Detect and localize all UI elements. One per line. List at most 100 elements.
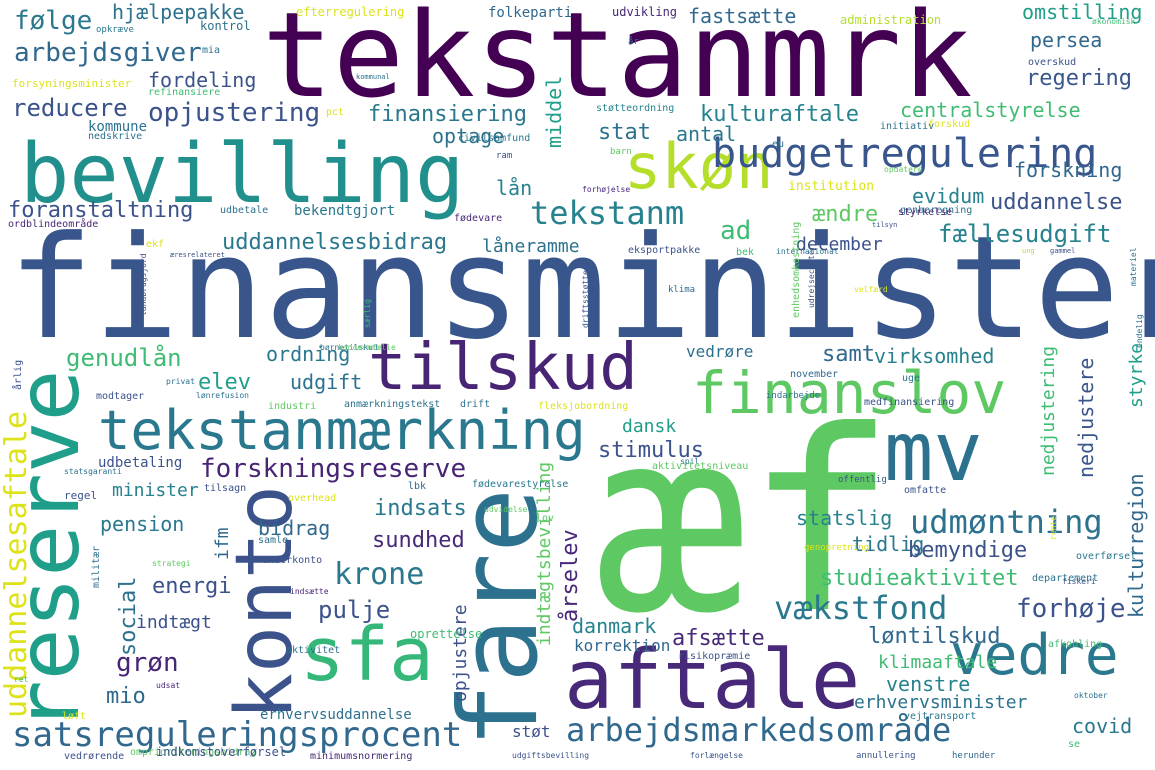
word-small: tilsagn (204, 483, 247, 494)
word-small: statsgaranti (64, 467, 122, 476)
word-small: forsyningsminister (12, 77, 132, 90)
word-indtaegt: indtægt (136, 612, 212, 633)
word-nedjustering: nedjustering (1038, 345, 1059, 476)
word-sundhed: sundhed (372, 528, 465, 553)
word-nedjustere: nedjustere (1074, 357, 1098, 478)
word-vedrore: vedrøre (686, 342, 754, 361)
word-indsats: indsats (374, 496, 467, 521)
word-klimaaftale: klimaaftale (878, 652, 998, 673)
word-small: lbk (408, 481, 427, 492)
word-small-vertical: særlig (363, 299, 372, 328)
word-small: velfærd (854, 285, 888, 294)
word-small: kommunal (356, 73, 390, 81)
word-small: efterregulering (296, 5, 405, 19)
word-bidrag: bidrag (258, 516, 331, 540)
word-small: offentlig (838, 475, 887, 485)
word-ifm: ifm (212, 527, 233, 560)
word-evidum: evidum (912, 184, 985, 208)
word-gron: grøn (116, 648, 179, 678)
word-lontilskud: løntilskud (868, 624, 1001, 649)
word-small: kontrol (200, 19, 251, 33)
word-forskningsreserve: forskningsreserve (200, 454, 467, 484)
word-small-vertical: materiel (1129, 247, 1138, 286)
word-small: aktivitetsniveau (652, 461, 749, 472)
word-bevilling: bevilling (20, 127, 465, 222)
word-opjustere: opjustere (450, 604, 471, 702)
word-small: underkonto (262, 555, 323, 566)
word-small: fødevare (454, 213, 503, 224)
word-small: udvidelse (484, 505, 528, 514)
word-middel: middel (542, 75, 566, 148)
word-small: afkobling (1048, 639, 1103, 650)
word-small: folkeparti (488, 5, 573, 21)
word-small: støtteordning (596, 103, 675, 114)
word-small: oktober (1074, 691, 1108, 700)
word-aftale: aftale (564, 633, 861, 728)
word-small: eksportpakke (628, 245, 701, 256)
word-small: vejtransport (904, 711, 977, 722)
word-kommune: kommune (88, 119, 148, 135)
word-small-vertical: enhedsomkostning (791, 221, 802, 318)
word-small: klima (668, 285, 696, 295)
word-small: forhøjelse (582, 185, 631, 194)
word-small: nedskrive (88, 131, 143, 142)
word-small: udsat (156, 681, 181, 690)
word-small: privat (166, 377, 195, 386)
word-small-vertical: militær (91, 545, 102, 588)
word-afsaette: afsætte (672, 626, 765, 651)
word-pulje: pulje (318, 596, 391, 624)
word-korrektion: korrektion (574, 636, 671, 655)
word-small: international (776, 247, 839, 256)
word-tekstanmrk: tekstanmrk (262, 0, 973, 124)
word-small: institution (788, 179, 875, 194)
word-genudlaan: genudlån (66, 344, 182, 372)
word-elev: elev (198, 370, 251, 395)
word-small: initiativ (880, 121, 935, 132)
word-small: samle (258, 535, 289, 546)
word-laan: lån (496, 176, 533, 200)
word-sfa: sfa (300, 612, 434, 698)
word-dansk: dansk (622, 416, 677, 437)
word-laaneramme: låneramme (482, 236, 580, 257)
word-satsreguleringsprocent: satsreguleringsprocent (12, 715, 463, 755)
word-antal: antal (676, 122, 737, 146)
word-reducere: reducere (12, 94, 128, 122)
word-fordeling: fordeling (148, 68, 257, 92)
word-ordning: ordning (266, 342, 351, 366)
word-small: forskud (928, 119, 971, 130)
word-finansminister: finansminister (8, 206, 1155, 371)
word-samt: samt (822, 342, 875, 367)
word-small: administration (840, 13, 942, 27)
word-small: industri (268, 401, 317, 412)
word-small: aktivitet (286, 645, 341, 656)
word-bekendtgjort: bekendtgjort (294, 203, 396, 219)
word-vaekstfond: vækstfond (774, 589, 948, 627)
word-small: modtager (96, 391, 145, 402)
word-social: social (116, 576, 141, 656)
word-stot: støt (512, 722, 551, 741)
word-small: styrkelse (898, 207, 953, 218)
word-small-vertical: rente (1049, 515, 1058, 540)
word-small: genopretning (804, 543, 870, 553)
word-minister: minister (112, 480, 199, 501)
word-udbetaling: udbetaling (98, 455, 183, 471)
word-small: overskud (1028, 57, 1077, 68)
word-danmark: danmark (572, 614, 657, 638)
word-small: herunder (952, 751, 996, 761)
word-faellesudgift: fællesudgift (938, 220, 1112, 248)
word-udgift: udgift (290, 370, 363, 394)
word-bemyndige: bemyndige (908, 538, 1028, 563)
word-small: udbetale (220, 205, 269, 216)
word-finanslov: finanslov (692, 359, 1007, 427)
word-small: år (628, 37, 639, 47)
word-skon: skøn (624, 130, 774, 203)
word-december: december (796, 234, 883, 255)
word-small: regel (64, 489, 98, 502)
word-styrke: styrke (1126, 342, 1147, 408)
word-small: lønrefusion (196, 391, 249, 400)
word-small: lov (536, 513, 555, 524)
word-small: forlængelse (690, 751, 743, 760)
word-small: udgiftsbevilling (512, 751, 590, 760)
word-small-vertical: landbrugsjord (139, 253, 148, 316)
